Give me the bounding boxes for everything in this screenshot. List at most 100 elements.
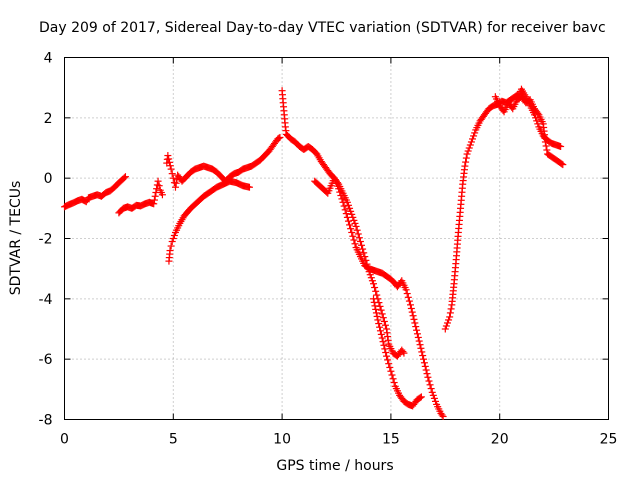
data-point [466,141,474,149]
data-point [389,375,397,383]
data-point [346,204,354,212]
data-point [348,228,356,236]
data-point [347,207,355,215]
data-point [373,312,381,320]
data-point [349,232,357,240]
data-point [446,309,454,317]
data-point [400,349,408,357]
data-point [403,290,411,298]
data-point [465,144,473,152]
data-point [406,301,414,309]
data-point [245,183,253,191]
data-point [557,142,565,150]
axis-ticks: 0 5 10 15 20 25 -8 -6 -4 -2 0 2 4 [39,51,618,448]
data-point [423,370,431,378]
data-point [172,179,180,187]
data-point [381,321,389,329]
data-point [416,394,424,402]
data-point [464,147,472,155]
data-point [367,274,375,282]
data-point [445,316,453,324]
data-point [441,325,449,333]
data-point [350,216,358,224]
data-point [422,366,430,374]
data-point [275,134,283,142]
y-tick-label: -4 [39,292,53,308]
data-point [158,191,166,199]
data-point [420,359,428,367]
data-point [371,284,379,292]
data-point [121,173,129,181]
data-point [413,330,421,338]
y-tick-label: 0 [44,171,53,187]
data-point [463,150,471,158]
data-point [373,291,381,299]
data-point [170,231,178,239]
x-axis-label: GPS time / hours [276,458,393,474]
data-point [428,388,436,396]
data-point [432,397,440,405]
data-point [334,179,342,187]
data-point [359,245,367,253]
data-point [386,363,394,371]
data-point [165,155,173,163]
data-point [352,222,360,230]
data-point [376,327,384,335]
data-point [372,287,380,295]
x-tick-label: 0 [60,432,69,448]
data-point [412,323,420,331]
data-point [344,217,352,225]
data-point [438,411,446,419]
y-tick-label: -2 [39,232,53,248]
grid-lines [64,57,609,420]
data-point [461,162,469,170]
data-point [416,341,424,349]
data-point [351,219,359,227]
data-point [365,268,373,276]
y-axis-label: SDTVAR / TECUs [8,181,24,296]
data-point [532,114,540,122]
data-point [169,174,177,182]
data-point [382,349,390,357]
data-point [151,192,159,200]
data-point [380,341,388,349]
y-tick-label: 4 [44,51,53,67]
data-point [355,234,363,242]
x-tick-label: 25 [600,432,618,448]
y-tick-label: -8 [39,413,53,429]
data-point [420,355,428,363]
data-point [559,161,567,169]
data-point [343,198,351,206]
data-point [165,158,173,166]
x-tick-label: 5 [169,432,178,448]
y-tick-label: 2 [44,111,53,127]
data-point [541,138,549,146]
data-point [150,200,158,208]
data-point [168,170,176,178]
data-point [369,295,377,303]
data-point [369,280,377,288]
data-point [166,162,174,170]
data-point [350,236,358,244]
data-point [443,319,451,327]
data-point [543,146,551,154]
data-point [154,177,162,185]
data-point [378,310,386,318]
data-point [388,371,396,379]
data-point [470,132,478,140]
data-point [376,323,384,331]
data-point [390,379,398,387]
data-point [341,206,349,214]
data-point [447,305,455,313]
data-point [430,394,438,402]
data-point [169,235,177,242]
data-point [410,315,418,323]
data-point [358,241,366,249]
data-point [418,348,426,356]
data-point [374,316,382,324]
data-point [462,158,470,166]
data-point [542,142,550,150]
data-point [446,313,454,321]
data-point [421,362,429,370]
data-point [471,129,479,137]
